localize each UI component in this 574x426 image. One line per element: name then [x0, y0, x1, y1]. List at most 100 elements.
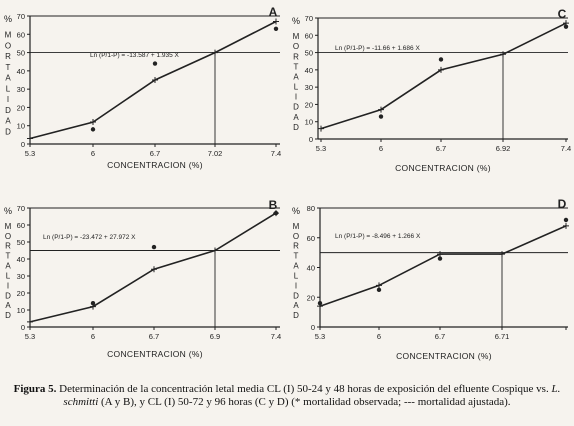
fitted-point-marker [318, 125, 324, 132]
y-axis-title-letter: L [6, 84, 11, 93]
fitted-point-marker [376, 282, 382, 289]
y-tick-label: 20 [17, 103, 25, 112]
y-tick-label: 40 [307, 264, 315, 273]
y-axis-title-letter: M [293, 222, 300, 231]
x-axis-title: CONCENTRACION (%) [107, 160, 203, 170]
y-tick-label: 20 [305, 100, 313, 109]
y-tick-label: 60 [17, 221, 25, 230]
x-tick-label: 7.4 [561, 144, 571, 153]
x-tick-label: 5.3 [316, 144, 326, 153]
y-axis-title-percent: % [4, 206, 12, 216]
y-axis-title-letter: D [5, 127, 11, 136]
y-tick-label: 40 [17, 67, 25, 76]
panel-letter: B [269, 198, 278, 212]
y-axis-title-percent: % [4, 14, 12, 24]
figure-caption: Figura 5. Determinación de la concentrac… [0, 383, 574, 409]
y-axis-title-letter: O [293, 232, 299, 241]
fitted-point-marker [500, 51, 506, 58]
fitted-point-marker [438, 66, 444, 73]
y-tick-label: 60 [307, 234, 315, 243]
y-tick-label: 30 [17, 272, 25, 281]
equation-label: Ln (P/1-P) = -23.472 + 27.972 X [43, 234, 136, 241]
y-axis-title-letter: O [5, 42, 11, 51]
y-tick-label: 20 [307, 293, 315, 302]
fitted-point-marker [437, 251, 443, 258]
y-axis-title-letter: A [293, 73, 299, 82]
y-axis-title-letter: T [294, 252, 299, 261]
x-tick-label: 7.02 [208, 149, 223, 158]
y-tick-label: 30 [305, 83, 313, 92]
y-tick-label: 40 [305, 66, 313, 75]
fitted-point-marker [563, 222, 569, 229]
equation-label: Ln (P/1-P) = -8.496 + 1.266 X [335, 233, 421, 240]
y-tick-label: 10 [17, 122, 25, 131]
fitted-point-marker [90, 119, 96, 126]
observed-point [437, 256, 443, 261]
caption-text-1: Determinación de la concentración letal … [56, 383, 552, 395]
y-axis-title-letter: I [295, 281, 297, 290]
y-axis-title-letter: O [293, 42, 299, 51]
fitted-point-marker [27, 135, 33, 142]
y-axis-title-letter: A [5, 262, 11, 271]
y-tick-label: 30 [17, 85, 25, 94]
y-axis-title-letter: R [293, 242, 299, 251]
observed-point [273, 210, 279, 216]
observed-point [273, 26, 279, 31]
panel-b: 0 10 20 30 40 50 60 70 5.3 6 6.7 6.9 7.4 Ln (P/1-P) =… [4, 198, 281, 359]
fitted-point-marker [273, 18, 279, 25]
x-tick-label: 7.4 [271, 332, 281, 341]
fitted-line [29, 212, 277, 323]
caption-species: L. schmitti [63, 383, 561, 408]
observed-point [90, 127, 96, 132]
panel-a: 0 10 20 30 40 50 60 70 5.3 6 6.7 7.02 7.4 Ln (P/1-P) … [4, 5, 281, 170]
observed-point [151, 244, 157, 250]
y-axis-title-letter: D [5, 291, 11, 300]
fitted-point-marker [212, 49, 218, 56]
caption-label: Figura 5. [13, 383, 57, 395]
caption-text-2: (A y B), y CL (I) 50-72 y 96 horas (C y … [98, 396, 511, 408]
panel-c: 0 10 20 30 40 50 60 70 5.3 6 6.7 6.92 7.4 Ln (P/1-P) … [292, 7, 571, 173]
x-tick-label: 6.9 [210, 332, 220, 341]
observed-point [378, 114, 384, 119]
fitted-point-marker [152, 77, 158, 83]
panel-letter: A [269, 5, 278, 19]
y-tick-label: 60 [17, 30, 25, 39]
fitted-point-marker [212, 247, 218, 254]
y-axis-title-letter: R [5, 242, 11, 251]
x-tick-label: 6.92 [496, 144, 511, 153]
y-tick-label: 20 [17, 289, 25, 298]
x-tick-label: 6.7 [435, 332, 445, 341]
y-tick-label: 0 [309, 135, 313, 144]
fitted-point-marker [378, 106, 384, 113]
y-axis-title-letter: D [293, 123, 299, 132]
y-axis-title-letter: A [5, 301, 11, 310]
x-tick-label: 5.3 [25, 332, 35, 341]
y-axis-title-letter: A [293, 262, 299, 271]
y-axis-title-letter: M [5, 31, 12, 40]
y-tick-label: 50 [17, 49, 25, 58]
x-tick-label: 6.7 [150, 149, 160, 158]
y-axis-title-letter: L [6, 272, 11, 281]
y-axis-title-letter: A [5, 74, 11, 83]
y-axis-title-letter: I [7, 95, 9, 104]
fitted-line [320, 22, 567, 130]
y-tick-label: 0 [21, 323, 25, 332]
y-tick-label: 80 [307, 204, 315, 213]
panel-letter: D [558, 197, 567, 211]
y-axis-title-letter: R [293, 52, 299, 61]
y-tick-label: 70 [305, 14, 313, 23]
y-axis-title-letter: O [5, 232, 11, 241]
y-tick-label: 70 [17, 12, 25, 21]
x-axis-title: CONCENTRACION (%) [396, 351, 492, 361]
y-axis-title-letter: D [5, 311, 11, 320]
y-axis-title-letter: M [293, 32, 300, 41]
y-axis-title-letter: R [5, 52, 11, 61]
y-axis-title-letter: A [293, 113, 299, 122]
y-axis-title-letter: I [295, 93, 297, 102]
x-tick-label: 6 [379, 144, 383, 153]
y-axis-title-letter: D [5, 106, 11, 115]
